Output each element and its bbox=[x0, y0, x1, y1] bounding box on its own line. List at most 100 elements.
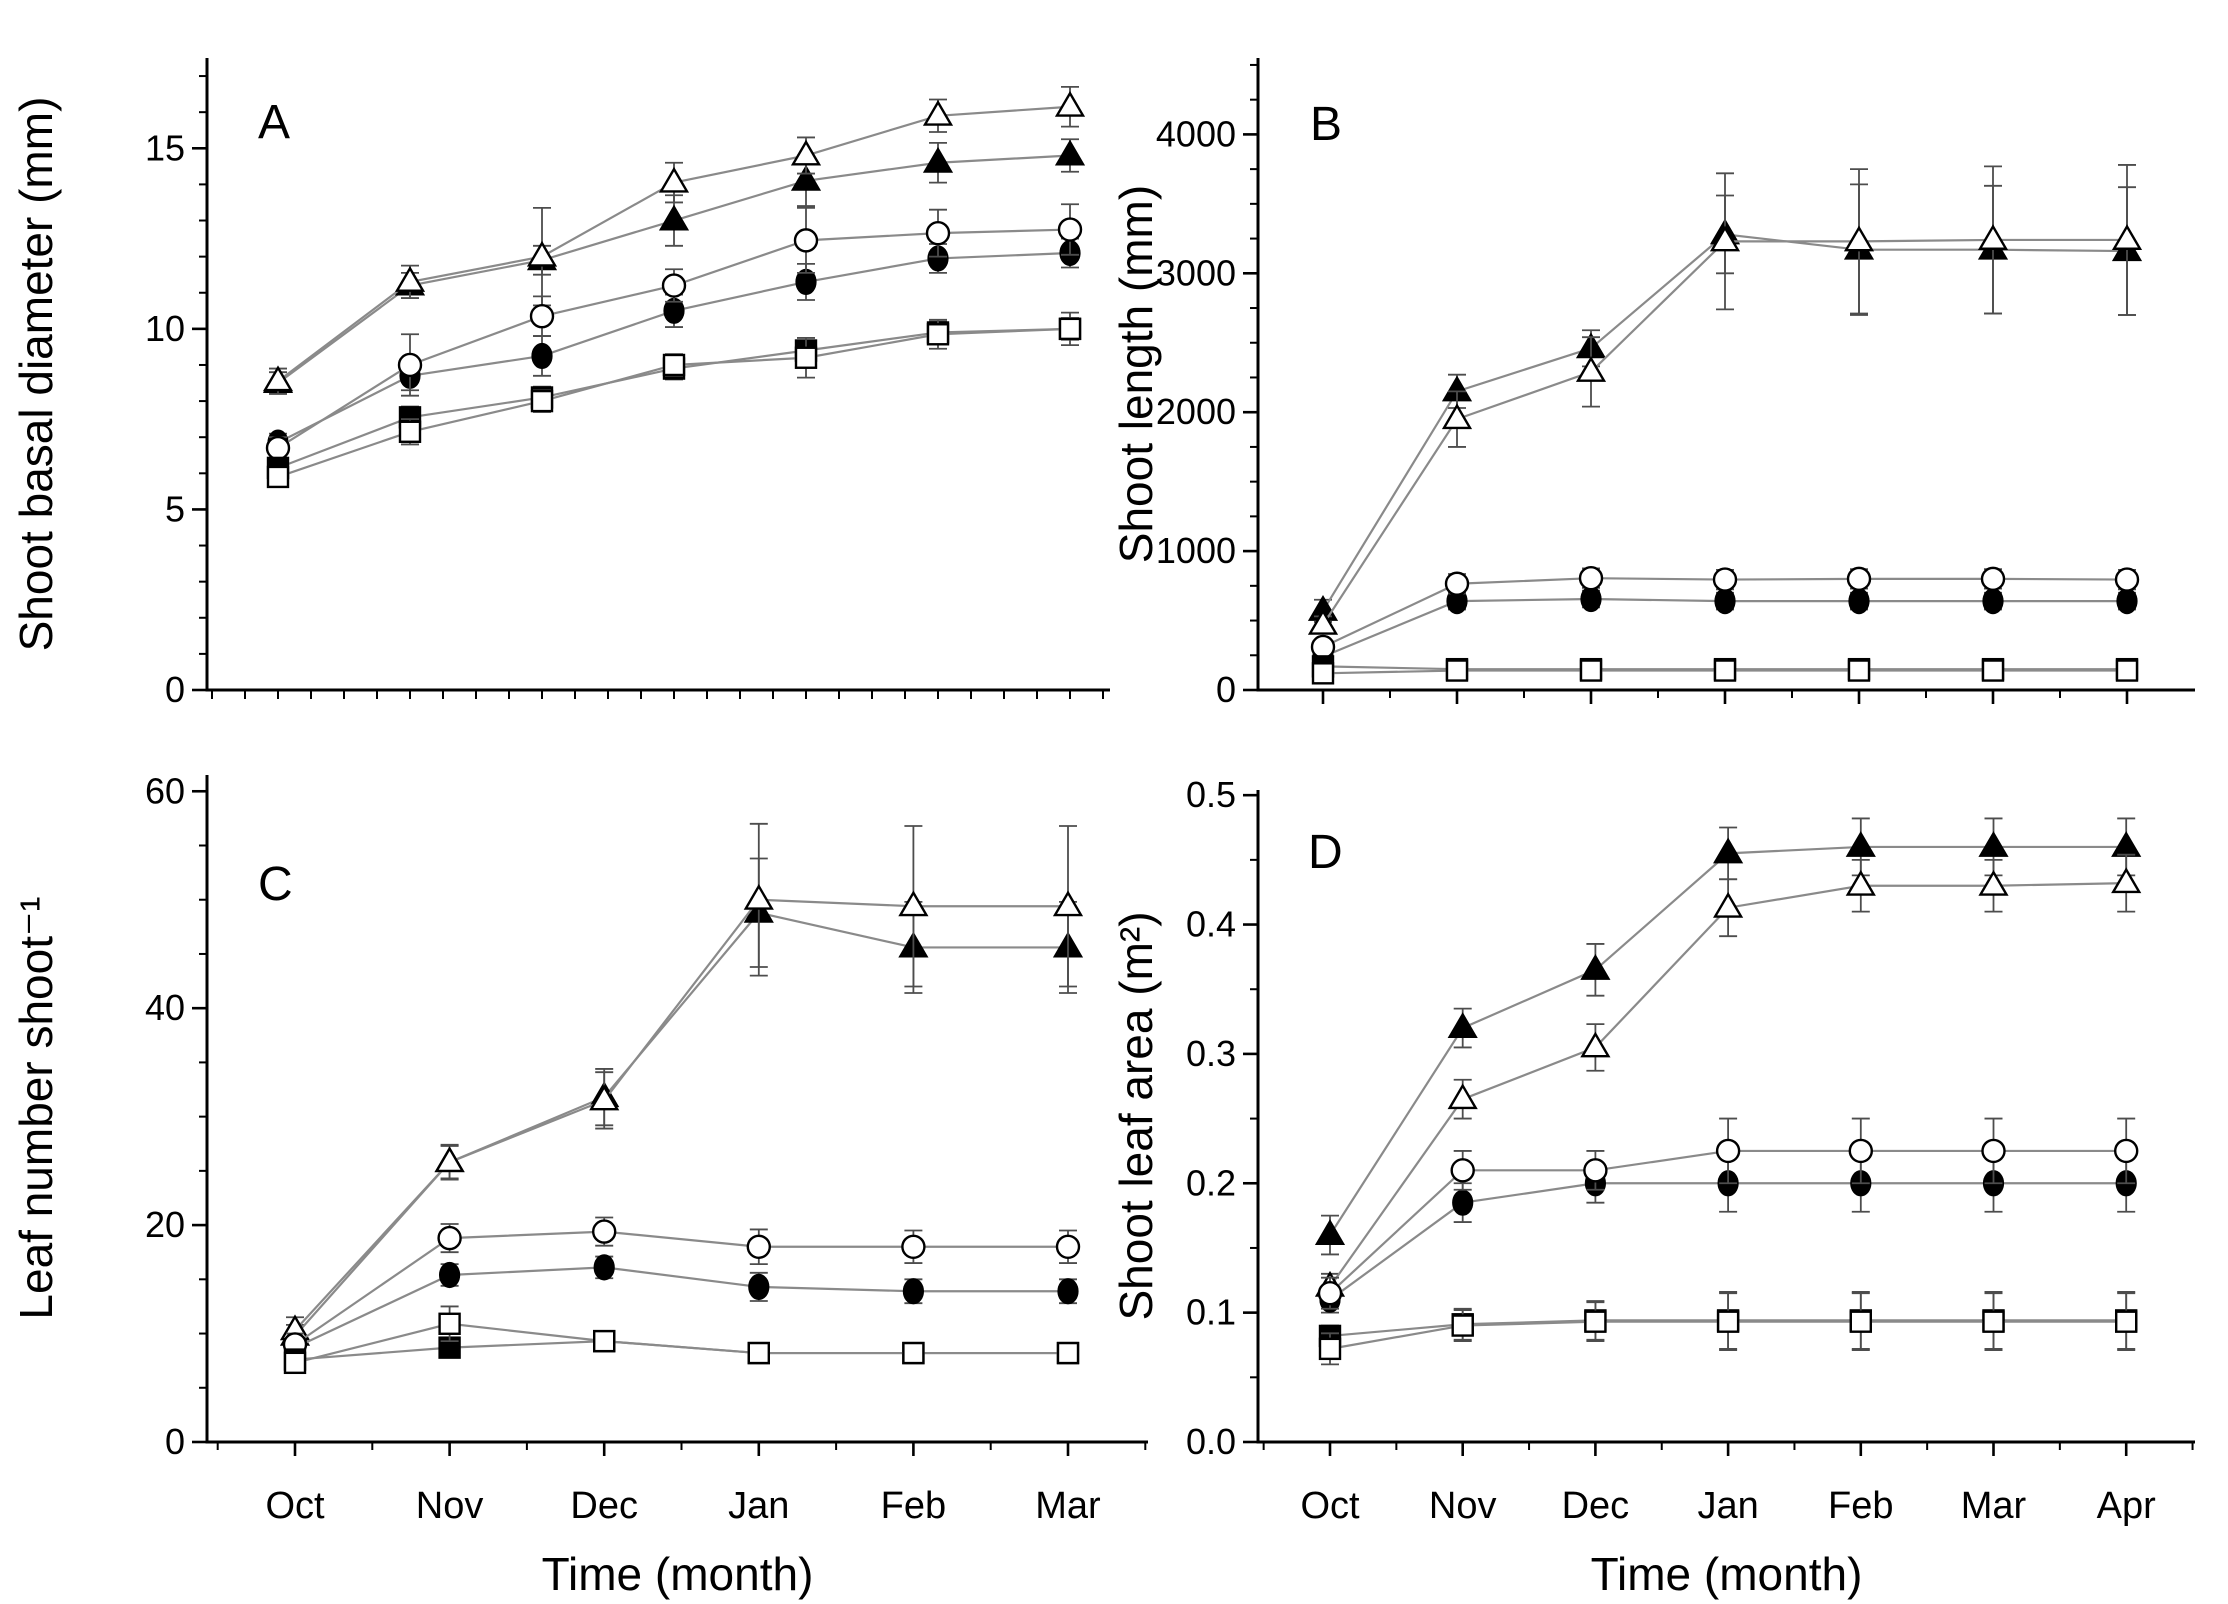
panel-label-c: C bbox=[258, 858, 293, 911]
series-open-square bbox=[1318, 1292, 2138, 1366]
open-square-marker bbox=[1982, 1310, 2005, 1333]
series-open-circle bbox=[1310, 565, 2140, 660]
series-open-triangle bbox=[1307, 164, 2143, 635]
filled-triangle-marker bbox=[1314, 1219, 1346, 1246]
open-square-marker bbox=[1451, 1314, 1474, 1337]
series-line-open-triangle bbox=[294, 898, 1068, 1332]
x-tick-label-dec: Dec bbox=[570, 1485, 638, 1527]
x-tick-label-nov: Nov bbox=[1429, 1485, 1497, 1527]
open-square-marker bbox=[662, 353, 686, 377]
x-tick-label-nov: Nov bbox=[416, 1485, 484, 1527]
filled-circle-marker bbox=[1452, 1189, 1474, 1216]
series-filled-triangle bbox=[279, 857, 1084, 1348]
open-circle-marker bbox=[1981, 1138, 2006, 1164]
open-triangle-marker bbox=[394, 266, 426, 292]
open-square-marker bbox=[1584, 1310, 1607, 1333]
series-open-circle bbox=[282, 1216, 1081, 1357]
y-axis-title-a: Shoot basal diameter (mm) bbox=[10, 97, 62, 652]
series-open-square bbox=[1311, 659, 2139, 685]
series-line-open-circle bbox=[277, 228, 1071, 449]
y-tick-label: 40 bbox=[145, 987, 185, 1028]
open-triangle-marker bbox=[589, 1084, 620, 1111]
open-triangle-marker bbox=[1978, 869, 2009, 896]
filled-triangle-marker bbox=[1978, 831, 2009, 857]
series-filled-circle bbox=[1312, 585, 2138, 670]
series-open-triangle bbox=[279, 822, 1084, 1345]
open-triangle-marker bbox=[1307, 608, 1339, 635]
open-circle-marker bbox=[1317, 1281, 1343, 1306]
panel-label-b: B bbox=[1310, 98, 1342, 151]
open-triangle-marker bbox=[1845, 869, 1876, 896]
y-tick-label: 2000 bbox=[1156, 391, 1236, 432]
open-triangle-marker bbox=[922, 99, 954, 126]
x-tick-label-jan: Jan bbox=[728, 1485, 789, 1527]
open-square-marker bbox=[530, 389, 554, 413]
filled-circle-marker bbox=[748, 1273, 770, 1301]
open-square-marker bbox=[2114, 1310, 2138, 1333]
open-circle-marker bbox=[746, 1234, 771, 1259]
filled-triangle-marker bbox=[1054, 139, 1086, 166]
open-circle-marker bbox=[1715, 1138, 1741, 1164]
filled-triangle-marker bbox=[1713, 837, 1744, 864]
panel-C: 0 20 40 60 Oct Nov Dec Jan Feb Mar Time (month) Lea… bbox=[10, 770, 1148, 1600]
open-square-marker bbox=[1445, 659, 1469, 682]
y-tick-label: 3000 bbox=[1156, 252, 1236, 293]
y-tick-label: 0 bbox=[1216, 669, 1236, 710]
filled-circle-marker bbox=[593, 1254, 615, 1281]
series-open-square bbox=[266, 311, 1082, 489]
filled-triangle-marker bbox=[658, 204, 690, 231]
open-square-marker bbox=[1318, 1337, 1342, 1361]
y-tick-label: 0 bbox=[165, 669, 185, 710]
panel-B: 0 1000 2000 3000 4000 Shoot length (mm) B bbox=[1110, 58, 2195, 710]
open-circle-marker bbox=[265, 435, 291, 461]
open-circle-marker bbox=[1450, 1158, 1475, 1183]
filled-circle-marker bbox=[1848, 588, 1870, 615]
series-line-open-square bbox=[294, 1322, 1068, 1364]
open-square-marker bbox=[266, 465, 290, 489]
y-tick-label: 1000 bbox=[1156, 530, 1236, 571]
series-open-circle bbox=[1317, 1117, 2139, 1310]
open-circle-marker bbox=[1583, 1158, 1608, 1183]
filled-triangle-marker bbox=[2111, 831, 2142, 857]
y-tick-label: 0.5 bbox=[1186, 774, 1236, 815]
y-axis-title-b: Shoot length (mm) bbox=[1110, 185, 1162, 563]
x-tick-label-oct: Oct bbox=[265, 1485, 325, 1527]
open-circle-marker bbox=[1848, 1138, 1874, 1164]
series-filled-square bbox=[283, 1329, 1080, 1371]
open-triangle-marker bbox=[898, 890, 929, 917]
open-triangle-marker bbox=[1713, 891, 1744, 918]
open-circle-marker bbox=[793, 228, 819, 253]
x-tick-label-dec: Dec bbox=[1562, 1485, 1630, 1527]
x-tick-label-feb: Feb bbox=[881, 1485, 946, 1527]
open-circle-marker bbox=[925, 220, 951, 246]
open-square-marker bbox=[902, 1341, 925, 1365]
open-circle-marker bbox=[2113, 1138, 2139, 1164]
open-square-marker bbox=[438, 1312, 461, 1335]
y-tick-label: 0.0 bbox=[1186, 1421, 1236, 1462]
y-tick-label: 20 bbox=[145, 1204, 185, 1245]
y-tick-label: 10 bbox=[145, 308, 185, 349]
open-square-marker bbox=[398, 420, 422, 443]
open-square-marker bbox=[926, 323, 950, 346]
y-tick-label: 4000 bbox=[1156, 113, 1236, 154]
open-triangle-marker bbox=[1575, 356, 1607, 382]
filled-circle-marker bbox=[531, 342, 553, 370]
filled-circle-marker bbox=[1057, 1278, 1079, 1305]
filled-circle-marker bbox=[1714, 588, 1736, 615]
series-filled-circle bbox=[284, 1254, 1079, 1361]
series-line-open-square bbox=[277, 327, 1071, 478]
open-square-marker bbox=[1058, 317, 1082, 341]
open-square-marker bbox=[1713, 659, 1737, 682]
series-line-filled-circle bbox=[294, 1266, 1068, 1349]
open-square-marker bbox=[283, 1351, 307, 1375]
y-axis-title-c: Leaf number shoot⁻¹ bbox=[10, 896, 62, 1319]
open-square-marker bbox=[1981, 659, 2005, 682]
panel-A: 0 5 10 15 Shoot basal diameter (mm) A bbox=[10, 58, 1110, 710]
open-triangle-marker bbox=[1054, 90, 1086, 117]
panel-D: 0.0 0.1 0.2 0.3 0.4 0.5 Oct Nov Dec Jan Feb Mar Apr T… bbox=[1110, 774, 2195, 1600]
x-tick-label-feb: Feb bbox=[1828, 1485, 1893, 1527]
open-triangle-marker bbox=[2111, 867, 2142, 894]
y-tick-label: 0.2 bbox=[1186, 1162, 1236, 1203]
filled-triangle-marker bbox=[790, 164, 822, 191]
